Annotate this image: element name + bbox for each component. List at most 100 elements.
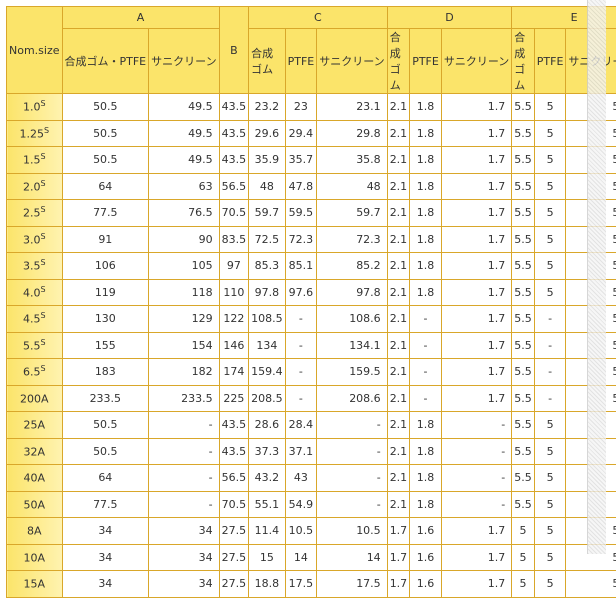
nom-size-superscript: S: [40, 205, 45, 214]
nom-size-value: 200A: [20, 393, 49, 406]
table-cell: -: [410, 359, 442, 386]
table-cell: 1.8: [410, 173, 442, 200]
table-cell: 5.5: [512, 385, 535, 412]
table-cell: 159.5: [317, 359, 387, 386]
nom-size-value: 3.5: [23, 260, 41, 273]
table-cell: 2.1: [387, 359, 410, 386]
table-row: 4.0S11911811097.897.697.82.11.81.75.555.…: [7, 279, 616, 306]
nom-size-value: 8A: [27, 525, 42, 538]
table-cell: 134.1: [317, 332, 387, 359]
table-cell: -: [149, 412, 219, 439]
table-cell: 1.7: [441, 200, 511, 227]
table-cell: 2.1: [387, 147, 410, 174]
header-c3: サニクリーン: [317, 29, 387, 94]
table-cell: -: [317, 465, 387, 492]
table-cell: 34: [149, 518, 219, 545]
nom-size-value: 2.5: [23, 207, 41, 220]
table-cell: 5.5: [512, 200, 535, 227]
table-cell: 5.5: [512, 173, 535, 200]
nom-size-cell: 4.5S: [7, 306, 63, 333]
table-cell: 49.5: [149, 120, 219, 147]
table-cell: -: [285, 306, 317, 333]
header-c1: 合成ゴム: [249, 29, 286, 94]
table-cell: 10.5: [317, 518, 387, 545]
table-cell: 1.6: [410, 544, 442, 571]
table-cell: 1.8: [410, 253, 442, 280]
nom-size-superscript: S: [40, 152, 45, 161]
nom-size-superscript: S: [40, 364, 45, 373]
table-cell: 1.7: [441, 359, 511, 386]
table-cell: 59.7: [317, 200, 387, 227]
table-cell: 56.5: [219, 465, 249, 492]
table-cell: 35.9: [249, 147, 286, 174]
nom-size-cell: 4.0S: [7, 279, 63, 306]
table-cell: 5.5: [512, 491, 535, 518]
table-cell: 5.5: [512, 94, 535, 121]
nom-size-cell: 25A: [7, 412, 63, 439]
table-cell: 28.4: [285, 412, 317, 439]
table-cell: 5: [534, 94, 566, 121]
table-cell: 63: [149, 173, 219, 200]
nom-size-value: 4.0: [23, 287, 41, 300]
table-cell: 1.7: [441, 279, 511, 306]
table-cell: 5.5: [512, 226, 535, 253]
table-cell: -: [410, 332, 442, 359]
table-cell: 14: [317, 544, 387, 571]
table-cell: 35.7: [285, 147, 317, 174]
table-cell: 182: [149, 359, 219, 386]
table-cell: 23.2: [249, 94, 286, 121]
table-cell: 50.5: [62, 120, 149, 147]
table-cell: 1.8: [410, 279, 442, 306]
table-cell: 43.5: [219, 120, 249, 147]
table-cell: -: [534, 306, 566, 333]
table-cell: 72.5: [249, 226, 286, 253]
header-c: C: [249, 7, 388, 29]
nom-size-superscript: S: [40, 99, 45, 108]
table-cell: 174: [219, 359, 249, 386]
table-cell: 10.5: [285, 518, 317, 545]
table-cell: 29.4: [285, 120, 317, 147]
table-cell: 5: [534, 544, 566, 571]
nom-size-value: 1.25: [19, 128, 44, 141]
table-cell: 1.8: [410, 412, 442, 439]
table-cell: 5.5: [512, 253, 535, 280]
table-cell: 233.5: [149, 385, 219, 412]
nom-size-value: 6.5: [23, 366, 41, 379]
header-d: D: [387, 7, 512, 29]
table-cell: 1.7: [387, 571, 410, 598]
table-cell: 1.8: [410, 200, 442, 227]
table-cell: -: [441, 491, 511, 518]
table-cell: 208.6: [317, 385, 387, 412]
table-cell: 2.1: [387, 226, 410, 253]
table-cell: 233.5: [62, 385, 149, 412]
table-cell: 34: [62, 544, 149, 571]
table-cell: 146: [219, 332, 249, 359]
table-cell: 1.7: [441, 94, 511, 121]
header-e2: PTFE: [534, 29, 566, 94]
table-cell: 90: [149, 226, 219, 253]
table-cell: 34: [62, 571, 149, 598]
table-cell: 1.7: [441, 332, 511, 359]
header-b: B: [219, 7, 249, 94]
nom-size-value: 2.0: [23, 181, 41, 194]
table-cell: 129: [149, 306, 219, 333]
table-cell: 35.8: [317, 147, 387, 174]
nom-size-value: 15A: [23, 578, 45, 591]
header-d1: 合成ゴム: [387, 29, 410, 94]
scrollbar[interactable]: [587, 0, 606, 554]
nom-size-cell: 50A: [7, 491, 63, 518]
nom-size-cell: 40A: [7, 465, 63, 492]
table-cell: 5: [534, 412, 566, 439]
table-cell: -: [441, 465, 511, 492]
table-cell: 208.5: [249, 385, 286, 412]
header-d3: サニクリーン: [441, 29, 511, 94]
table-cell: 5.5: [512, 332, 535, 359]
